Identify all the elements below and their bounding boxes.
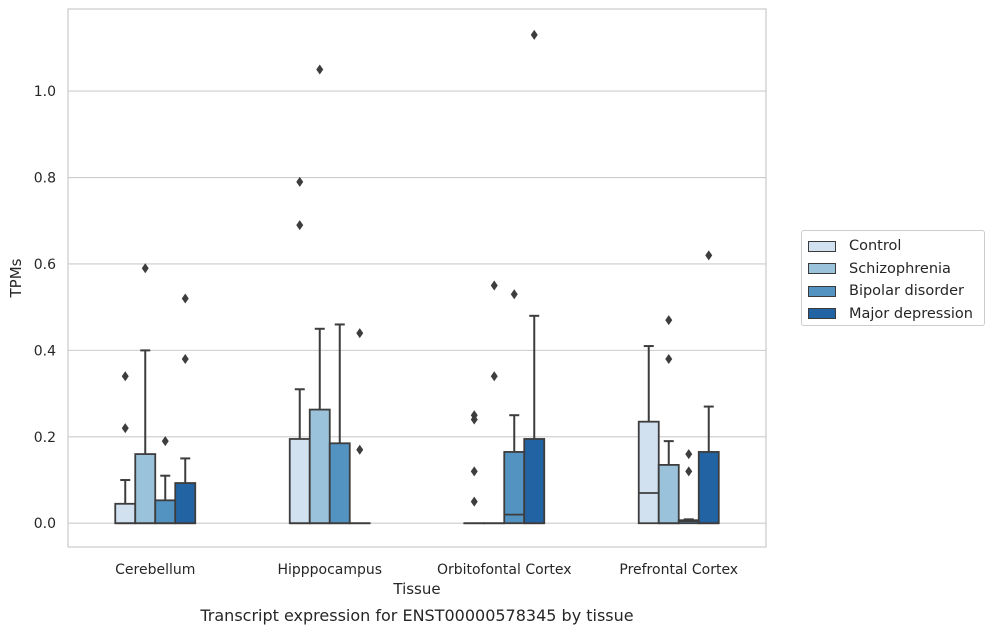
box-group — [483, 280, 506, 525]
outlier-point — [685, 466, 693, 477]
outlier-point — [141, 263, 149, 274]
y-axis-label: TPMs — [7, 258, 25, 298]
outlier-point — [121, 423, 129, 434]
box-rect — [308, 408, 331, 525]
outlier-point — [470, 496, 478, 507]
box-group — [328, 323, 351, 525]
outlier-point — [490, 371, 498, 382]
y-tick-label: 0.2 — [34, 430, 56, 446]
legend-swatch-bipolar-disorder — [808, 285, 836, 297]
y-tick-label: 0.4 — [34, 343, 56, 359]
outlier-point — [121, 371, 129, 382]
outlier-point — [665, 354, 673, 365]
box-rect — [523, 438, 546, 525]
outlier-point — [470, 466, 478, 477]
legend: Control Schizophrenia Bipolar disorder M… — [801, 230, 985, 326]
box-rect — [697, 451, 720, 525]
legend-item-schizophrenia: Schizophrenia — [808, 258, 978, 281]
legend-item-bipolar-disorder: Bipolar disorder — [808, 280, 978, 303]
y-tick-label: 0.8 — [34, 171, 56, 187]
box-rect — [134, 453, 157, 525]
box-group — [308, 64, 331, 525]
legend-swatch-control — [808, 240, 836, 252]
outlier-point — [665, 315, 673, 326]
legend-label-control: Control — [849, 238, 902, 255]
legend-item-control: Control — [808, 235, 978, 258]
outlier-point — [296, 176, 304, 187]
box-rect — [154, 499, 177, 525]
box-group — [503, 289, 526, 525]
x-tick-label: Hipppocampus — [277, 562, 382, 578]
legend-swatch-schizophrenia — [808, 263, 836, 275]
x-tick-label: Prefrontal Cortex — [619, 562, 738, 578]
x-tick-label: Cerebellum — [115, 562, 195, 578]
y-tick-label: 0.6 — [34, 257, 56, 273]
legend-label-bipolar-disorder: Bipolar disorder — [849, 283, 964, 300]
box-group — [348, 328, 371, 525]
outlier-point — [296, 220, 304, 231]
outlier-point — [356, 328, 364, 339]
outlier-point — [530, 29, 538, 40]
outlier-point — [161, 436, 169, 447]
outlier-point — [181, 293, 189, 304]
x-tick-label: Orbitofontal Cortex — [437, 562, 572, 578]
tick-labels: 0.0 0.2 0.4 0.6 0.8 1.0 Cerebellum Hipppocampus… — [34, 84, 738, 578]
chart-caption: Transcript expression for ENST0000057834… — [200, 606, 634, 625]
outlier-point — [470, 410, 478, 421]
box-group — [134, 263, 157, 525]
box-group — [114, 371, 137, 525]
box-rect — [174, 482, 197, 525]
outlier-point — [510, 289, 518, 300]
box-group — [463, 410, 486, 525]
outlier-point — [685, 449, 693, 460]
legend-swatch-major-depression — [808, 308, 836, 320]
y-tick-label: 1.0 — [34, 84, 56, 100]
box-rect — [288, 438, 311, 525]
box-group — [288, 176, 311, 525]
box-rect — [637, 420, 660, 525]
legend-item-major-depression: Major depression — [808, 303, 978, 326]
box-group — [154, 436, 177, 525]
outlier-point — [181, 354, 189, 365]
plot-frame — [67, 8, 767, 548]
box-rect — [114, 502, 137, 525]
box-rect — [328, 442, 351, 525]
box-group — [677, 449, 700, 525]
y-tick-label: 0.0 — [34, 516, 56, 532]
outlier-point — [490, 280, 498, 291]
box-group — [697, 250, 720, 525]
outlier-point — [356, 444, 364, 455]
box-group — [637, 345, 660, 525]
boxes — [114, 29, 720, 525]
box-group — [657, 315, 680, 525]
legend-label-major-depression: Major depression — [849, 305, 973, 322]
gridlines — [68, 90, 766, 524]
box-group — [523, 29, 546, 525]
x-axis-label: Tissue — [392, 580, 440, 598]
box-rect — [657, 463, 680, 525]
box-group — [174, 293, 197, 525]
box-rect — [503, 451, 526, 525]
outlier-point — [316, 64, 324, 75]
outlier-point — [705, 250, 713, 261]
legend-label-schizophrenia: Schizophrenia — [849, 260, 951, 277]
